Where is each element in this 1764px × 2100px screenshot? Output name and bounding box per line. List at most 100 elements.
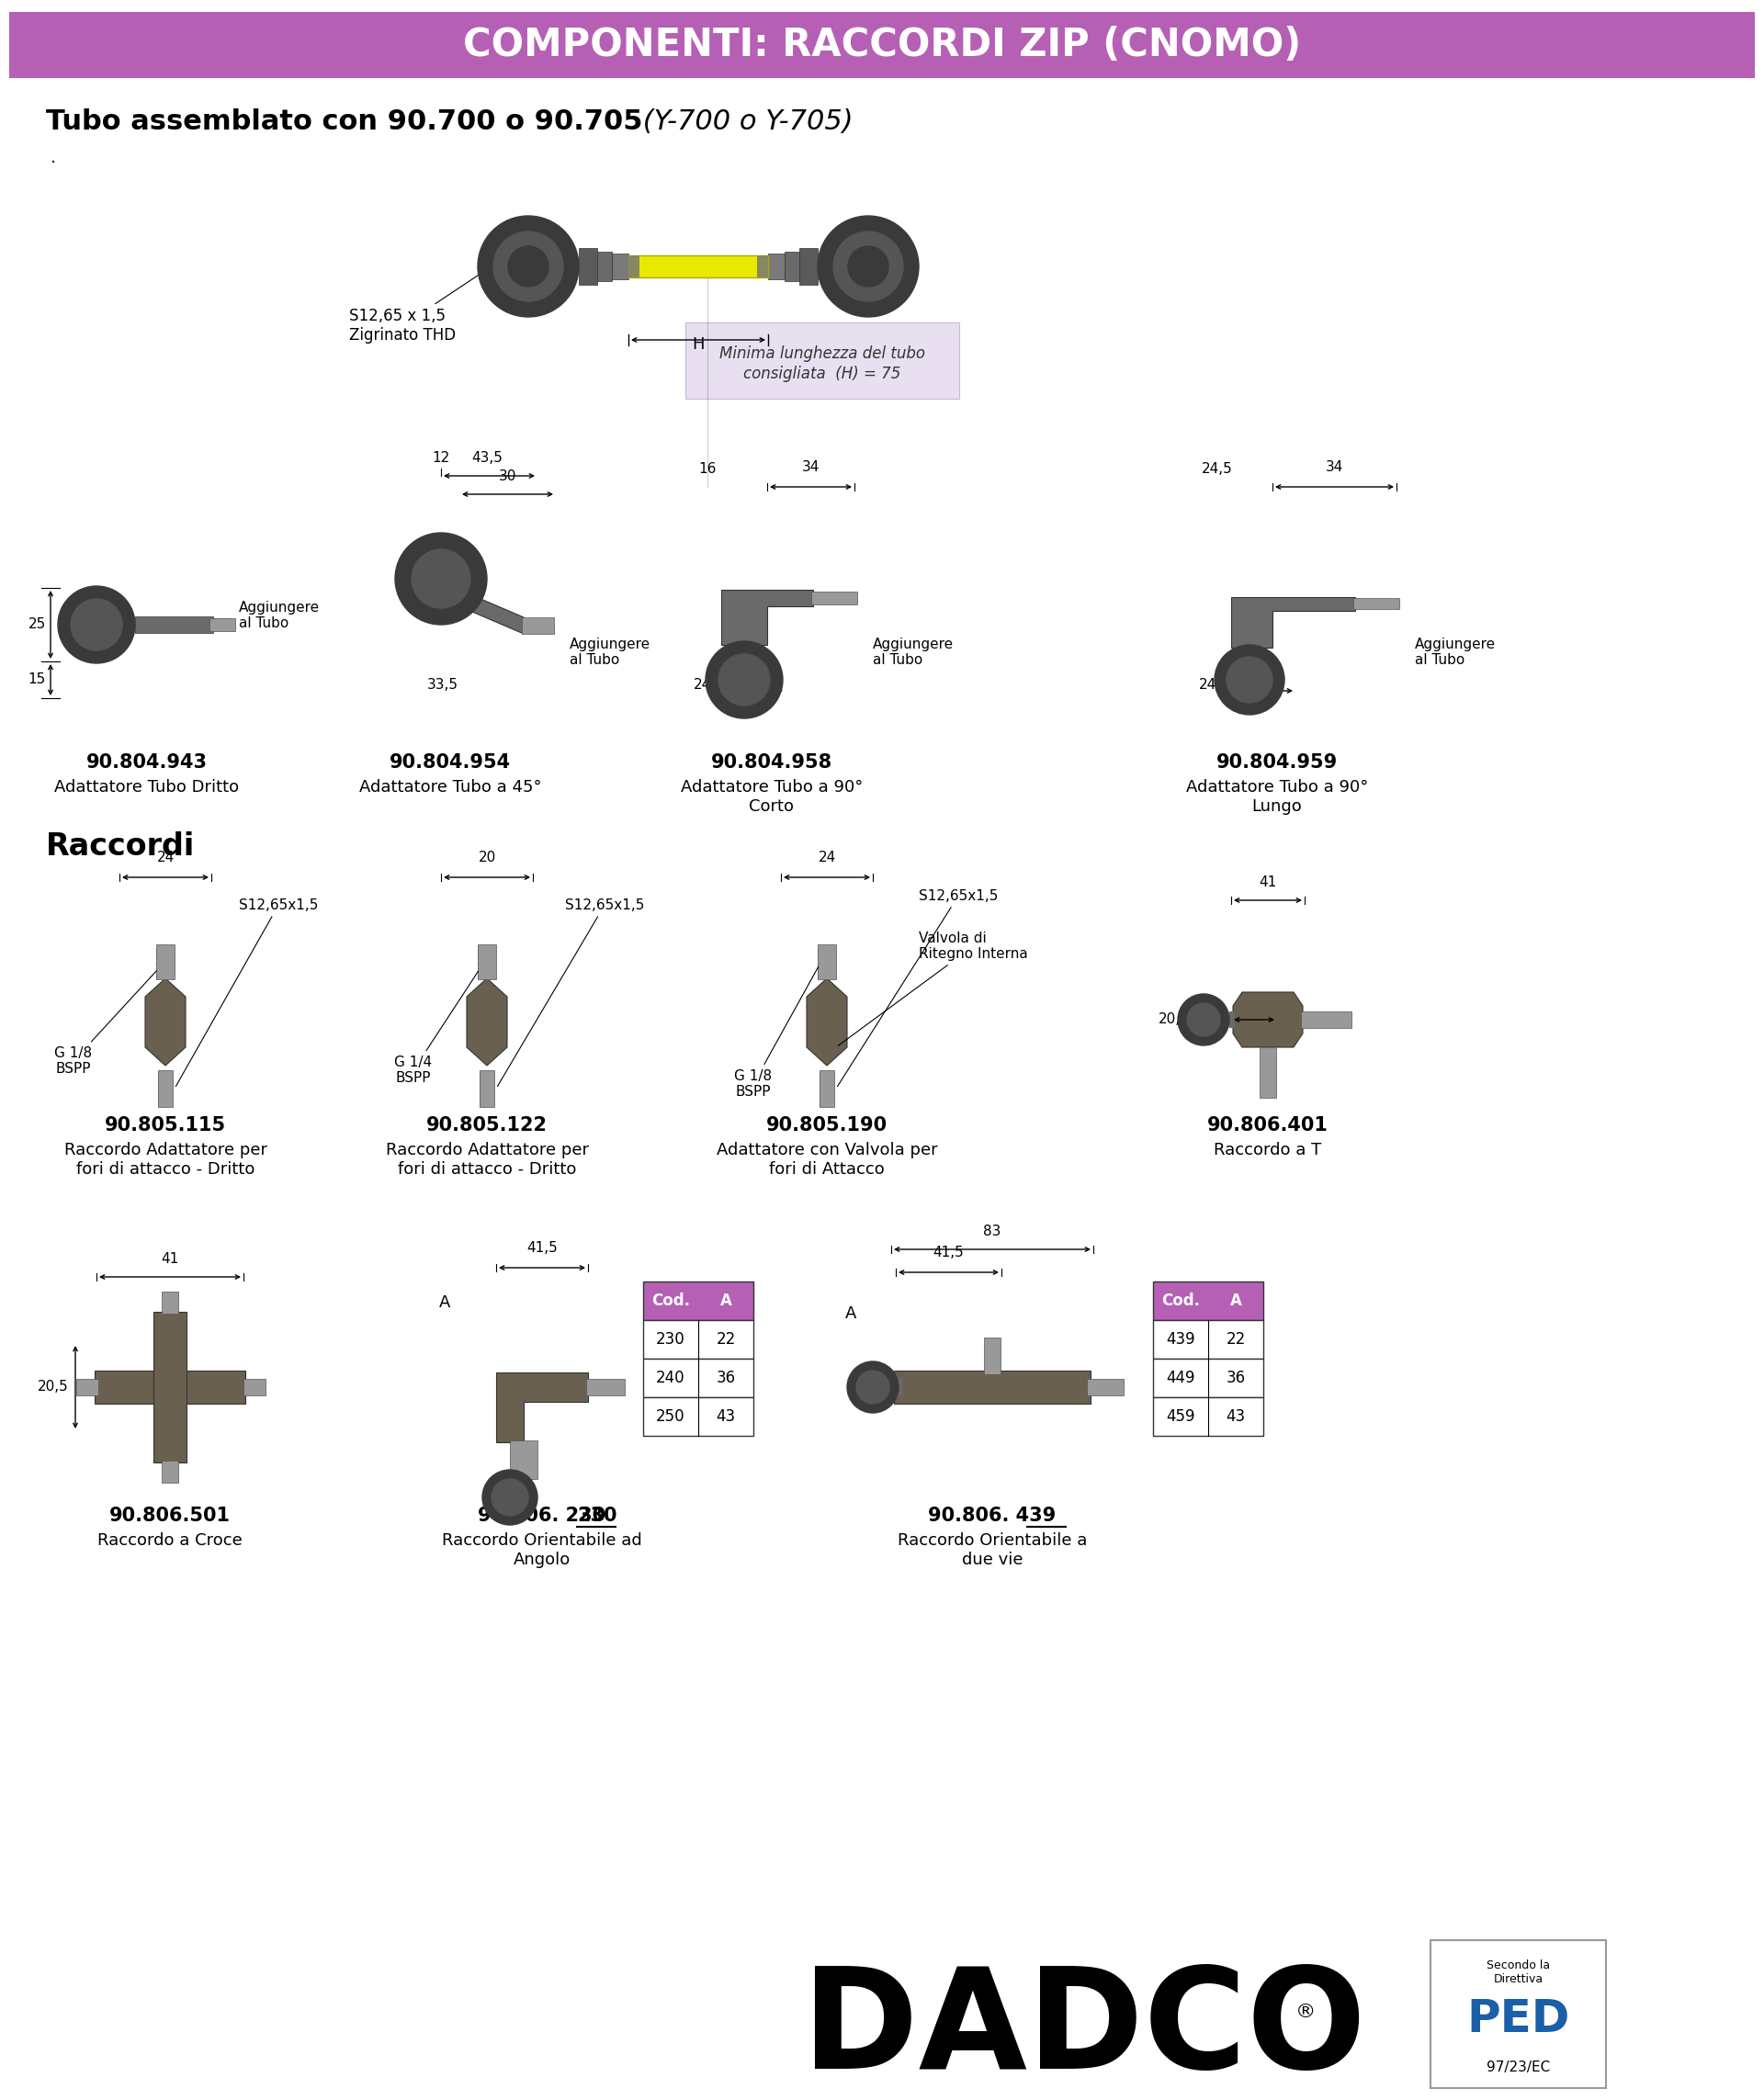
Text: Adattatore Tubo a 90°
Lungo: Adattatore Tubo a 90° Lungo	[1185, 779, 1369, 815]
FancyBboxPatch shape	[153, 1312, 187, 1462]
Circle shape	[494, 231, 563, 300]
Text: Aggiungere
al Tubo: Aggiungere al Tubo	[873, 636, 954, 668]
Text: 36: 36	[716, 1369, 736, 1386]
Text: Raccordo a T: Raccordo a T	[1214, 1142, 1321, 1159]
Polygon shape	[1233, 991, 1304, 1048]
Text: 20: 20	[478, 850, 496, 865]
FancyBboxPatch shape	[898, 1380, 901, 1394]
Text: 83: 83	[983, 1224, 1002, 1239]
Text: 90.804.959: 90.804.959	[1217, 754, 1337, 771]
FancyBboxPatch shape	[219, 617, 222, 632]
FancyBboxPatch shape	[1353, 598, 1399, 609]
FancyBboxPatch shape	[820, 1086, 834, 1092]
FancyBboxPatch shape	[579, 248, 598, 286]
FancyBboxPatch shape	[818, 968, 836, 972]
Polygon shape	[467, 979, 508, 1065]
Text: 36: 36	[1226, 1369, 1245, 1386]
Text: A: A	[720, 1291, 732, 1308]
FancyBboxPatch shape	[820, 1071, 834, 1077]
Text: 24: 24	[157, 850, 175, 865]
Text: 22: 22	[1226, 1331, 1245, 1348]
FancyBboxPatch shape	[159, 1100, 173, 1107]
Circle shape	[71, 598, 122, 651]
FancyBboxPatch shape	[686, 323, 960, 399]
FancyBboxPatch shape	[224, 617, 228, 632]
Polygon shape	[806, 979, 847, 1065]
Text: 30: 30	[499, 470, 517, 483]
Text: G 1/8
BSPP: G 1/8 BSPP	[55, 970, 157, 1075]
Text: 24: 24	[1200, 678, 1217, 691]
Text: 41,5: 41,5	[527, 1241, 557, 1256]
Text: Cod.: Cod.	[651, 1291, 690, 1308]
Circle shape	[847, 1361, 898, 1413]
FancyBboxPatch shape	[162, 1291, 178, 1315]
Text: G 1/4
BSPP: G 1/4 BSPP	[395, 972, 478, 1086]
Text: consigliata  (H) = 75: consigliata (H) = 75	[744, 365, 901, 382]
Circle shape	[482, 1470, 538, 1525]
Text: 90.806.401: 90.806.401	[1207, 1115, 1328, 1134]
Circle shape	[1215, 645, 1284, 714]
FancyBboxPatch shape	[157, 956, 175, 960]
Text: 90.804.954: 90.804.954	[390, 754, 512, 771]
Text: S12,65x1,5: S12,65x1,5	[176, 899, 318, 1086]
FancyBboxPatch shape	[612, 254, 628, 279]
FancyBboxPatch shape	[480, 1086, 494, 1092]
FancyBboxPatch shape	[478, 949, 496, 953]
FancyBboxPatch shape	[480, 1100, 494, 1107]
FancyBboxPatch shape	[157, 949, 175, 953]
Text: 90.806.501: 90.806.501	[109, 1506, 231, 1525]
FancyBboxPatch shape	[818, 962, 836, 966]
Circle shape	[58, 586, 136, 664]
Text: 25: 25	[28, 617, 46, 632]
Text: S12,65x1,5: S12,65x1,5	[497, 899, 644, 1086]
Circle shape	[492, 1478, 527, 1516]
FancyBboxPatch shape	[644, 1359, 753, 1397]
Text: 41: 41	[1259, 876, 1277, 888]
FancyBboxPatch shape	[480, 1094, 494, 1100]
FancyBboxPatch shape	[1087, 1380, 1124, 1394]
Circle shape	[818, 216, 919, 317]
Text: PED: PED	[1466, 1997, 1570, 2041]
FancyBboxPatch shape	[157, 945, 175, 979]
Text: 449: 449	[1166, 1369, 1194, 1386]
Text: 90.805.115: 90.805.115	[104, 1115, 226, 1134]
Text: (Y-700 o Y-705): (Y-700 o Y-705)	[633, 109, 854, 134]
FancyBboxPatch shape	[478, 945, 496, 979]
Text: Aggiungere
al Tubo: Aggiungere al Tubo	[570, 636, 651, 668]
FancyBboxPatch shape	[1302, 1012, 1351, 1029]
Text: Adattatore Tubo a 45°: Adattatore Tubo a 45°	[358, 779, 542, 796]
FancyBboxPatch shape	[510, 1441, 538, 1478]
Text: Aggiungere
al Tubo: Aggiungere al Tubo	[1415, 636, 1496, 668]
FancyBboxPatch shape	[811, 592, 857, 605]
Text: 24: 24	[818, 850, 836, 865]
Text: Aggiungere
al Tubo: Aggiungere al Tubo	[238, 601, 319, 630]
FancyBboxPatch shape	[1154, 1359, 1263, 1397]
Text: A: A	[845, 1306, 856, 1321]
FancyBboxPatch shape	[157, 974, 175, 979]
FancyBboxPatch shape	[757, 256, 767, 277]
FancyBboxPatch shape	[159, 1094, 173, 1100]
FancyBboxPatch shape	[1154, 1396, 1263, 1436]
FancyBboxPatch shape	[159, 1086, 173, 1092]
FancyBboxPatch shape	[480, 1071, 494, 1077]
Text: 250: 250	[656, 1409, 684, 1424]
FancyBboxPatch shape	[644, 1281, 753, 1321]
Circle shape	[411, 550, 471, 609]
FancyBboxPatch shape	[894, 1371, 1090, 1403]
FancyBboxPatch shape	[162, 1462, 178, 1483]
Text: DADCO: DADCO	[803, 1961, 1365, 2098]
Text: 90.805.122: 90.805.122	[427, 1115, 547, 1134]
FancyBboxPatch shape	[820, 1071, 834, 1107]
Text: 12: 12	[432, 452, 450, 464]
FancyBboxPatch shape	[1431, 1940, 1605, 2087]
Text: A: A	[1230, 1291, 1242, 1308]
FancyBboxPatch shape	[210, 617, 235, 632]
FancyBboxPatch shape	[644, 1321, 753, 1359]
Circle shape	[478, 216, 579, 317]
FancyBboxPatch shape	[598, 252, 612, 281]
Text: 97/23/EC: 97/23/EC	[1487, 2060, 1551, 2075]
FancyBboxPatch shape	[1154, 1281, 1263, 1321]
FancyBboxPatch shape	[9, 13, 1755, 78]
Text: 439: 439	[1166, 1331, 1196, 1348]
Text: G 1/8
BSPP: G 1/8 BSPP	[734, 966, 818, 1098]
